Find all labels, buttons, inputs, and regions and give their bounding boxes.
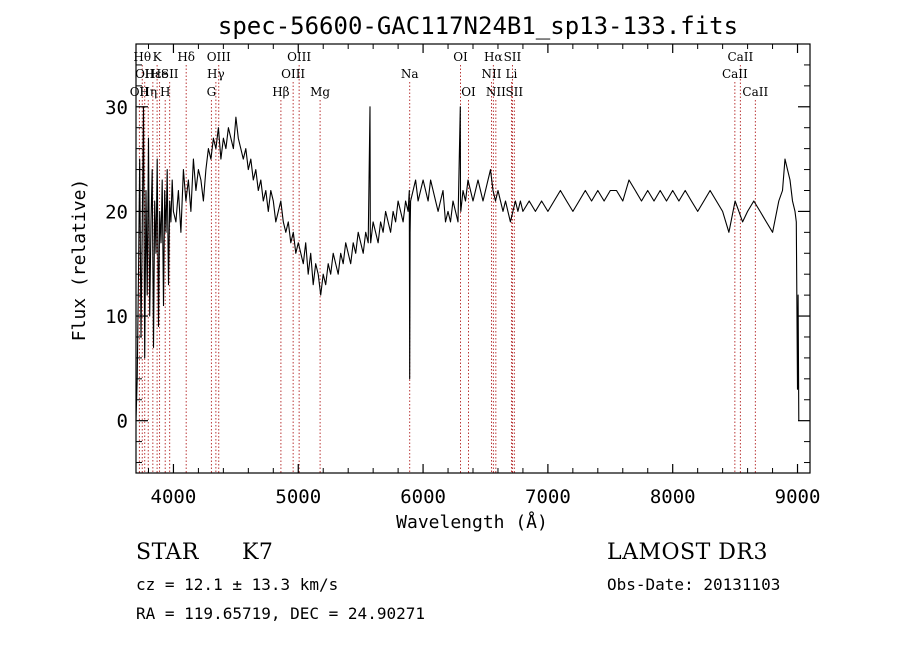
line-marker-label: Mg	[310, 85, 330, 99]
x-tick-label: 5000	[275, 486, 321, 508]
line-marker-label: SII	[505, 85, 523, 99]
line-marker-label: Na	[401, 67, 419, 81]
y-axis-label: Flux (relative)	[69, 179, 90, 342]
y-tick-label: 30	[105, 97, 128, 119]
object-class: STAR	[136, 540, 199, 565]
line-marker-label: OIII	[207, 50, 231, 64]
x-tick-label: 9000	[775, 486, 821, 508]
plot-frame	[135, 43, 811, 474]
survey-name: LAMOST DR3	[607, 540, 768, 565]
y-tick-label: 20	[105, 201, 128, 223]
line-marker-label: SII	[504, 50, 522, 64]
x-tick-label: 8000	[650, 486, 696, 508]
line-marker-label: H	[160, 85, 170, 99]
x-tick-label: 7000	[525, 486, 571, 508]
y-axis-ticks: 0 10 20 30	[105, 64, 810, 464]
obs-date: Obs-Date: 20131103	[607, 575, 781, 594]
flux-series-line	[135, 106, 800, 421]
line-marker-label: OI	[461, 85, 476, 99]
y-tick-label: 0	[117, 411, 128, 433]
line-marker-label: Hα	[484, 50, 503, 64]
line-marker-label: K	[153, 50, 163, 64]
line-marker-label: OI	[453, 50, 468, 64]
line-marker-label: Hθ	[133, 50, 151, 64]
line-marker-label: OIII	[287, 50, 311, 64]
y-tick-label: 10	[105, 306, 128, 328]
line-marker-label: CaII	[742, 85, 768, 99]
line-marker-label: He	[151, 67, 169, 81]
x-axis-label: Wavelength (Å)	[396, 511, 548, 533]
line-labels-layer: OIIHθOIIHηHεKHeHSIIHδGHγOIIIHβOIIIOIIIMg…	[130, 50, 769, 99]
line-marker-label: SII	[161, 67, 179, 81]
line-marker-label: Hβ	[272, 85, 289, 99]
object-subclass: K7	[242, 540, 274, 565]
x-tick-label: 4000	[151, 486, 197, 508]
line-marker-label: Hγ	[207, 67, 225, 81]
line-marker-label: G	[207, 85, 217, 99]
line-marker-label: Hδ	[177, 50, 195, 64]
line-marker-label: Hη	[139, 85, 157, 99]
line-marker-label: CaII	[722, 67, 748, 81]
line-marker-label: OII	[130, 85, 150, 99]
line-markers-layer	[138, 65, 756, 473]
redshift-info: cz = 12.1 ± 13.3 km/s	[136, 575, 339, 594]
line-marker-label: OII	[135, 67, 155, 81]
line-marker-label: OIII	[281, 67, 305, 81]
chart-title: spec-56600-GAC117N24B1_sp13-133.fits	[218, 12, 738, 40]
x-axis-ticks: 4000 5000 6000 7000 8000 9000	[147, 44, 821, 508]
line-marker-label: NII	[486, 85, 506, 99]
line-marker-label: Hε	[145, 67, 162, 81]
coordinates: RA = 119.65719, DEC = 24.90271	[136, 604, 425, 623]
line-marker-label: CaII	[727, 50, 753, 64]
line-marker-label: NII	[481, 67, 501, 81]
line-marker-label: Li	[506, 67, 518, 81]
x-tick-label: 6000	[400, 486, 446, 508]
